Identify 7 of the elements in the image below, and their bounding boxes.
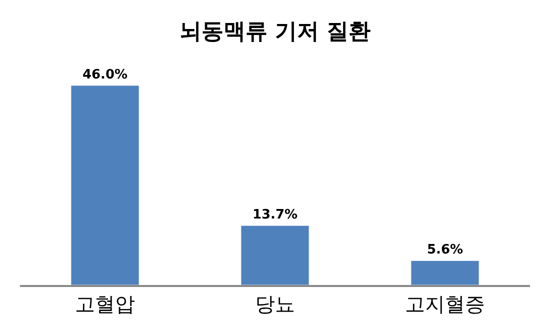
x-tick-label: 당뇨: [255, 292, 295, 316]
x-tick-label: 고지혈증: [405, 292, 485, 316]
data-label: 46.0%: [82, 68, 128, 82]
chart-title: 뇌동맥류 기저 질환: [179, 20, 371, 44]
x-tick-label: 고혈압: [75, 292, 135, 316]
data-label: 5.6%: [426, 242, 464, 258]
data-label: 13.7%: [252, 208, 298, 223]
